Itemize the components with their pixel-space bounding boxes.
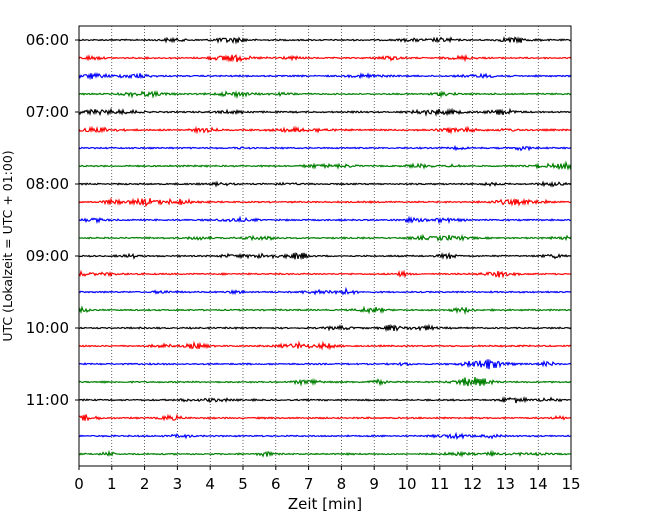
trace-row-20: [78, 396, 572, 404]
grid-lines: [111, 26, 539, 466]
trace-row-7: [78, 160, 572, 171]
trace-row-3: [78, 90, 572, 100]
trace-row-8: [78, 180, 572, 188]
seismic-traces: [78, 36, 572, 458]
y-tick-label: 11:00: [26, 391, 69, 409]
trace-row-15: [78, 305, 572, 316]
trace-row-13: [78, 269, 572, 279]
trace-row-16: [78, 323, 572, 333]
trace-row-17: [78, 340, 572, 351]
y-axis: 06:00 07:00 08:00 09:00 10:00 11:00: [26, 31, 79, 409]
y-tick-label: 08:00: [26, 175, 69, 193]
x-tick-label: 13: [496, 475, 515, 493]
x-tick-label: 9: [369, 475, 379, 493]
x-tick-label: 5: [238, 475, 248, 493]
x-tick-label: 3: [173, 475, 183, 493]
x-tick-label: 12: [463, 475, 482, 493]
trace-row-10: [78, 215, 572, 225]
trace-row-9: [78, 197, 572, 208]
trace-row-11: [78, 233, 572, 242]
trace-row-14: [78, 286, 572, 296]
x-axis-label: Zeit [min]: [288, 495, 362, 513]
x-tick-label: 4: [205, 475, 215, 493]
trace-row-4: [78, 107, 572, 117]
x-tick-label: 1: [107, 475, 117, 493]
trace-row-12: [78, 251, 572, 261]
trace-row-2: [78, 72, 572, 81]
x-axis: 0 1 2 3 4 5 6 7 8 9 10 11 12 13 14 15: [74, 466, 581, 493]
x-tick-label: 14: [529, 475, 548, 493]
x-tick-label: 11: [430, 475, 449, 493]
trace-row-18: [78, 358, 572, 370]
trace-row-22: [78, 431, 572, 440]
x-tick-label: 6: [271, 475, 281, 493]
x-tick-label: 8: [337, 475, 347, 493]
y-tick-label: 10:00: [26, 319, 69, 337]
trace-row-0: [78, 36, 572, 45]
plot-frame: [78, 25, 572, 467]
trace-row-23: [78, 449, 572, 458]
trace-row-1: [78, 53, 572, 63]
trace-row-5: [78, 125, 572, 135]
x-tick-label: 7: [304, 475, 314, 493]
trace-row-19: [78, 377, 572, 387]
y-tick-label: 06:00: [26, 31, 69, 49]
y-tick-label: 09:00: [26, 247, 69, 265]
x-tick-label: 2: [140, 475, 150, 493]
trace-row-21: [78, 413, 572, 422]
y-tick-label: 07:00: [26, 103, 69, 121]
y-axis-label: UTC (Lokalzeit = UTC + 01:00): [0, 150, 15, 341]
x-tick-label: 0: [74, 475, 84, 493]
trace-row-6: [78, 144, 572, 152]
x-tick-label: 15: [561, 475, 580, 493]
x-tick-label: 10: [397, 475, 416, 493]
